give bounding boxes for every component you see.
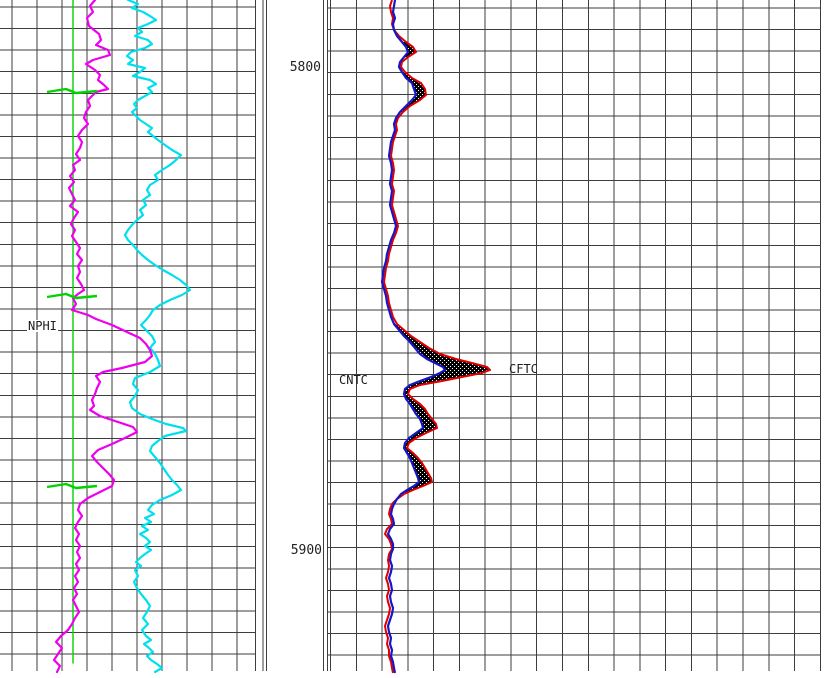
depth-label-5800: 5800 (289, 60, 321, 75)
curve-label-cftc: CFTC (509, 362, 538, 376)
green-marker-tick (46, 87, 98, 95)
green-marker-tick (46, 292, 98, 300)
green-marker-tick (46, 482, 98, 490)
cftc-curve (383, 0, 491, 674)
nphi-curve (52, 0, 154, 674)
curve-label-cntc: CNTC (339, 373, 368, 387)
depth-label-5900: 5900 (290, 543, 322, 558)
curve-label-nphi: NPHI (27, 319, 58, 333)
cntc-cftc-crossover-fill (394, 324, 490, 494)
cntc-curve (380, 0, 447, 674)
cyan-porosity-curve (123, 0, 192, 674)
grid (322, 0, 821, 671)
grid (0, 0, 268, 671)
